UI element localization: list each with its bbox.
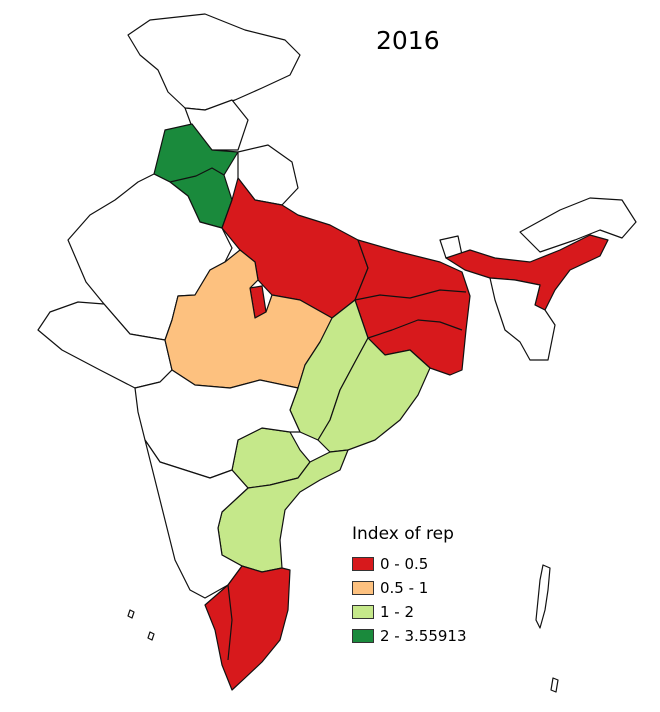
legend-item-0: 0 - 0.5	[352, 552, 467, 576]
map-title: 2016	[376, 26, 440, 55]
region-lakshadweep-2	[147, 631, 155, 641]
legend-title: Index of rep	[352, 524, 454, 544]
region-nicobar-islands	[550, 677, 559, 693]
legend-label-2: 1 - 2	[380, 603, 415, 621]
region-jammu-kashmir	[127, 13, 301, 111]
region-bihar-divider	[354, 289, 467, 301]
map-legend: Index of rep 0 - 0.5 0.5 - 1 1 - 2 2 - 3…	[352, 524, 467, 648]
region-tamil-nadu	[204, 565, 291, 691]
legend-item-3: 2 - 3.55913	[352, 624, 467, 648]
region-jharkhand-divider	[367, 319, 463, 339]
region-arunachal	[519, 197, 637, 253]
legend-label-1: 0.5 - 1	[380, 579, 429, 597]
region-ne-states	[489, 277, 556, 361]
legend-swatch-2	[352, 605, 374, 619]
region-kerala-divider	[227, 584, 233, 661]
legend-swatch-1	[352, 581, 374, 595]
legend-item-2: 1 - 2	[352, 600, 467, 624]
legend-label-3: 2 - 3.55913	[380, 627, 467, 645]
legend-swatch-0	[352, 557, 374, 571]
region-haryana-divider	[169, 167, 225, 183]
region-lakshadweep	[127, 609, 135, 619]
legend-item-1: 0.5 - 1	[352, 576, 467, 600]
region-karnataka	[144, 439, 249, 599]
legend-swatch-3	[352, 629, 374, 643]
region-andaman-islands	[535, 564, 551, 629]
region-odisha	[317, 337, 431, 453]
legend-label-0: 0 - 0.5	[380, 555, 429, 573]
